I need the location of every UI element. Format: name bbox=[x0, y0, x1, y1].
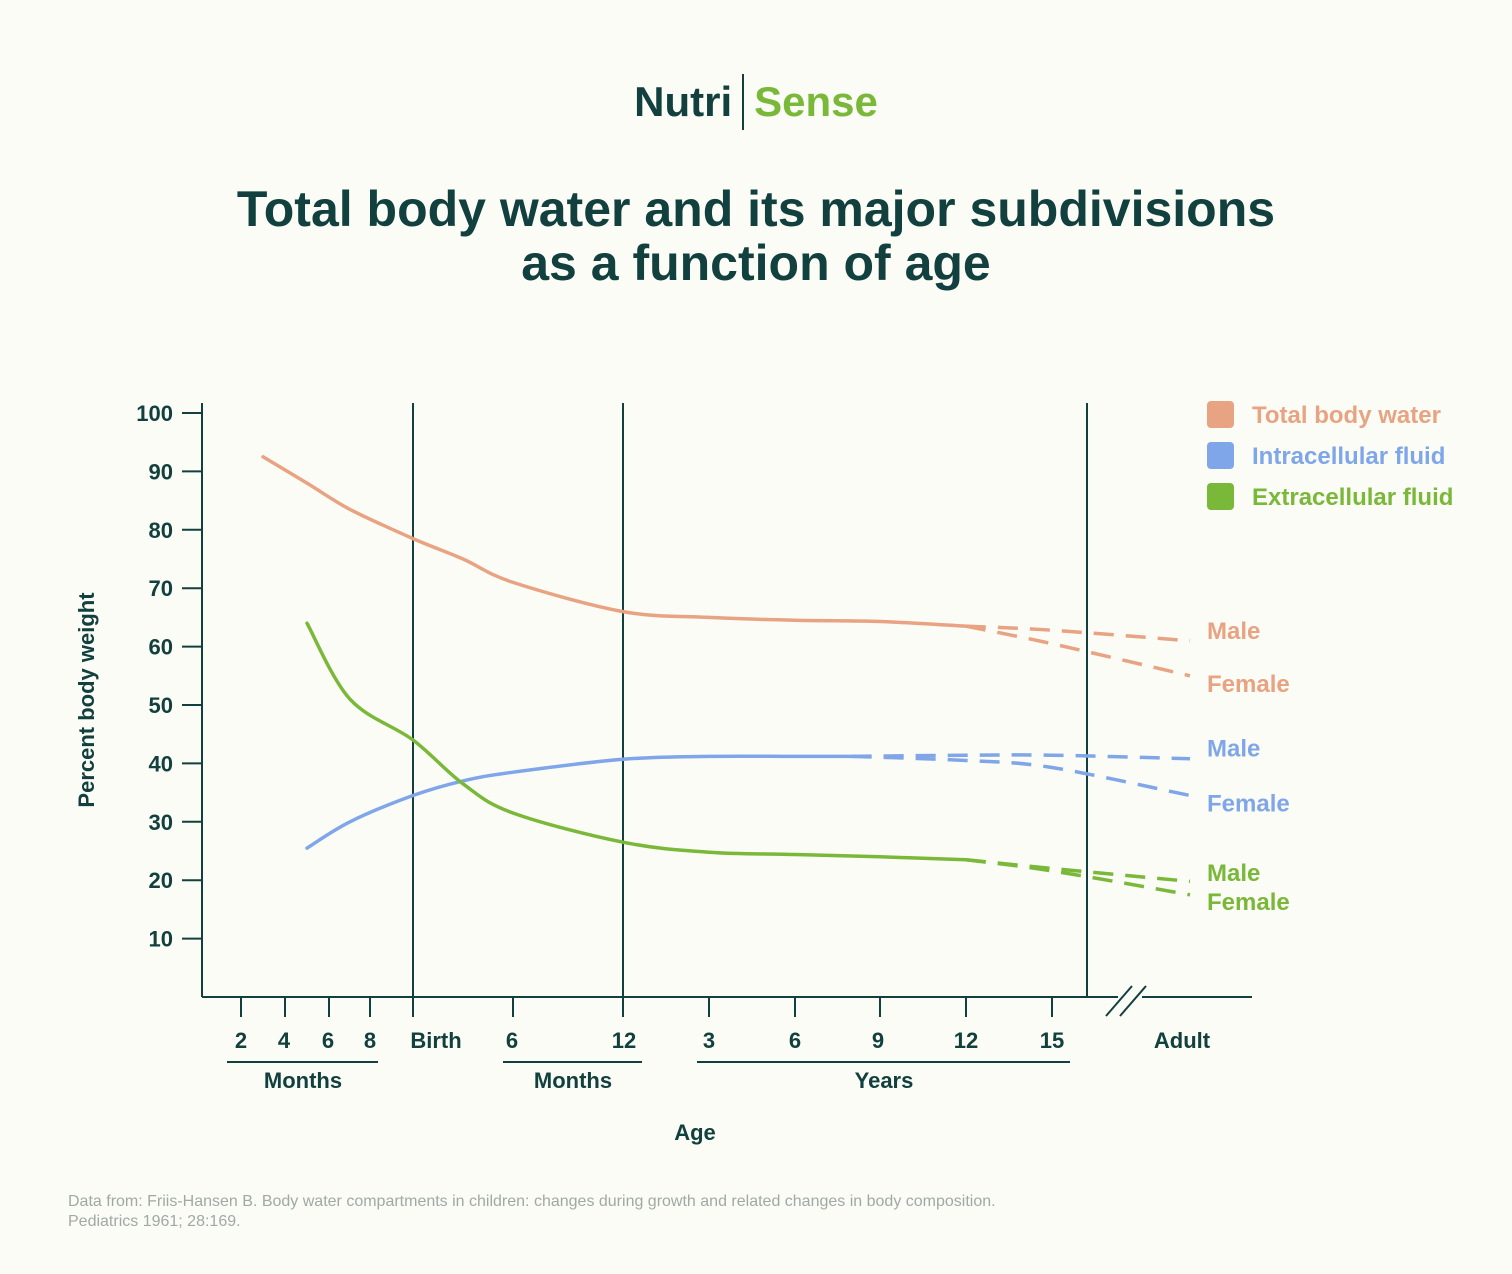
x-tick-label: 6 bbox=[506, 1028, 518, 1053]
brand-name-part1: Nutri bbox=[634, 78, 733, 125]
x-group-label: Months bbox=[534, 1068, 612, 1093]
brand-divider bbox=[742, 74, 745, 130]
x-tick-label: 4 bbox=[278, 1028, 291, 1053]
x-tick-label: 12 bbox=[954, 1028, 978, 1053]
x-axis-label: Age bbox=[674, 1120, 716, 1145]
legend-swatch-extracellular-fluid bbox=[1207, 483, 1234, 510]
chart-title: Total body water and its major subdivisi… bbox=[0, 182, 1512, 290]
footnote-line-2: Pediatrics 1961; 28:169. bbox=[68, 1213, 241, 1230]
x-group-label: Months bbox=[264, 1068, 342, 1093]
x-tick-label: Adult bbox=[1154, 1028, 1211, 1053]
x-tick-label: 3 bbox=[703, 1028, 715, 1053]
branch-label-total-body-water-female: Female bbox=[1207, 671, 1290, 698]
branch-label-total-body-water-male: Male bbox=[1207, 618, 1260, 645]
y-tick-label: 60 bbox=[149, 635, 173, 660]
series-branch-intracellular-fluid-male bbox=[851, 753, 1191, 761]
y-axis-label: Percent body weight bbox=[74, 592, 99, 808]
y-tick-label: 40 bbox=[149, 751, 173, 776]
x-group-label: Years bbox=[855, 1068, 914, 1093]
branch-label-intracellular-fluid-female: Female bbox=[1207, 791, 1290, 818]
series-line-intracellular-fluid bbox=[305, 754, 854, 850]
x-tick-label: 6 bbox=[322, 1028, 334, 1053]
series-branch-intracellular-fluid-female bbox=[851, 754, 1191, 798]
axis-break-mark bbox=[1119, 985, 1147, 1017]
legend-label-intracellular-fluid: Intracellular fluid bbox=[1252, 443, 1445, 470]
y-tick-label: 90 bbox=[149, 459, 173, 484]
y-tick-label: 30 bbox=[149, 810, 173, 835]
series-branch-extracellular-fluid-female bbox=[965, 858, 1191, 897]
series-line-extracellular-fluid bbox=[305, 621, 968, 862]
y-tick-label: 80 bbox=[149, 518, 173, 543]
x-tick-label: Birth bbox=[410, 1028, 461, 1053]
chart-legend: Total body water Intracellular fluid Extra… bbox=[1207, 401, 1453, 511]
y-tick-label: 10 bbox=[149, 927, 173, 952]
y-tick-label: 70 bbox=[149, 576, 173, 601]
branch-label-extracellular-fluid-male: Male bbox=[1207, 860, 1260, 887]
y-tick-label: 100 bbox=[136, 401, 173, 426]
branch-label-intracellular-fluid-male: Male bbox=[1207, 736, 1260, 763]
y-tick-label: 20 bbox=[149, 868, 173, 893]
x-tick-label: 15 bbox=[1040, 1028, 1064, 1053]
legend-label-total-body-water: Total body water bbox=[1252, 402, 1441, 429]
branch-label-extracellular-fluid-female: Female bbox=[1207, 889, 1290, 916]
source-footnote: Data from: Friis-Hansen B. Body water co… bbox=[68, 1192, 1448, 1232]
legend-label-extracellular-fluid: Extracellular fluid bbox=[1252, 484, 1453, 511]
footnote-line-1: Data from: Friis-Hansen B. Body water co… bbox=[68, 1193, 996, 1210]
y-tick-label: 50 bbox=[149, 693, 173, 718]
brand-logo: Nutri Sense bbox=[0, 74, 1512, 130]
legend-swatch-intracellular-fluid bbox=[1207, 442, 1234, 469]
series-branch-total-body-water-male bbox=[965, 624, 1191, 643]
chart-axes: 10 20 30 40 50 60 70 80 90 100 Percent body weight… bbox=[74, 401, 1252, 1145]
series-line-total-body-water bbox=[261, 455, 968, 628]
x-tick-label: 9 bbox=[872, 1028, 884, 1053]
x-tick-label: 12 bbox=[612, 1028, 636, 1053]
x-tick-label: 2 bbox=[235, 1028, 247, 1053]
legend-swatch-total-body-water bbox=[1207, 401, 1234, 428]
x-tick-label: 8 bbox=[364, 1028, 376, 1053]
x-tick-label: 6 bbox=[789, 1028, 801, 1053]
series-branch-extracellular-fluid-male bbox=[965, 858, 1191, 884]
chart-title-line-2: as a function of age bbox=[521, 235, 991, 291]
brand-name-part2: Sense bbox=[754, 78, 878, 125]
series-branch-total-body-water-female bbox=[965, 624, 1191, 678]
axis-break-mark bbox=[1105, 985, 1133, 1017]
chart-title-line-1: Total body water and its major subdivisi… bbox=[236, 181, 1276, 237]
